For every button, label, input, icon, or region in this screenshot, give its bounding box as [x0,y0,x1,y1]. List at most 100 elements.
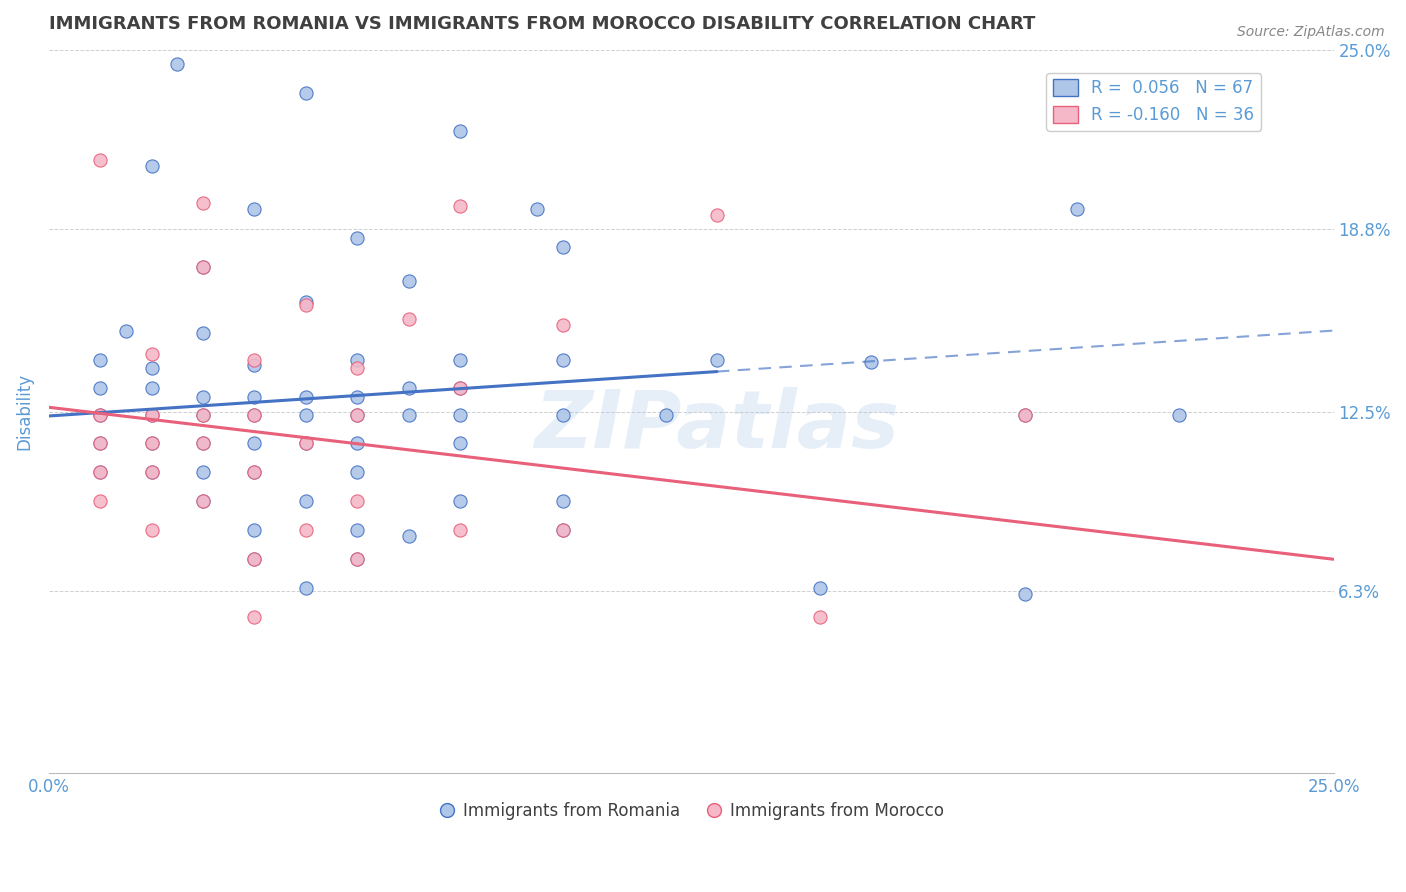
Point [89,352,111,367]
Point [398,382,420,396]
Point [346,352,368,367]
Point [295,294,318,309]
Point [243,202,266,216]
Point [191,196,214,211]
Point [346,552,368,566]
Point [89,466,111,480]
Point [1014,587,1036,601]
Point [346,390,368,404]
Point [89,382,111,396]
Point [551,524,574,538]
Point [141,382,163,396]
Point [89,153,111,167]
Point [346,436,368,450]
Point [243,352,266,367]
Point [551,524,574,538]
Text: ZIPatlas: ZIPatlas [534,387,900,465]
Point [166,57,188,71]
Point [191,408,214,422]
Point [706,208,728,222]
Point [89,436,111,450]
Point [295,390,318,404]
Point [89,466,111,480]
Point [449,199,471,213]
Point [141,524,163,538]
Point [295,524,318,538]
Point [346,494,368,508]
Point [551,408,574,422]
Point [1066,202,1088,216]
Text: Source: ZipAtlas.com: Source: ZipAtlas.com [1237,25,1385,39]
Point [346,466,368,480]
Point [295,436,318,450]
Point [191,390,214,404]
Point [449,124,471,138]
Point [398,312,420,326]
Point [295,87,318,101]
Point [449,382,471,396]
Point [706,352,728,367]
Point [808,610,831,624]
Point [191,494,214,508]
Point [1168,408,1191,422]
Point [141,466,163,480]
Point [346,552,368,566]
Point [141,408,163,422]
Point [243,524,266,538]
Point [191,260,214,274]
Point [141,466,163,480]
Point [243,436,266,450]
Point [449,352,471,367]
Point [346,408,368,422]
Point [295,494,318,508]
Legend: Immigrants from Romania, Immigrants from Morocco: Immigrants from Romania, Immigrants from… [432,796,950,827]
Point [398,408,420,422]
Point [191,436,214,450]
Point [141,347,163,361]
Point [191,494,214,508]
Point [141,436,163,450]
Point [141,408,163,422]
Point [243,466,266,480]
Point [346,524,368,538]
Point [295,297,318,311]
Point [243,552,266,566]
Point [191,466,214,480]
Point [191,326,214,341]
Point [243,408,266,422]
Point [115,324,138,338]
Point [89,408,111,422]
Y-axis label: Disability: Disability [15,373,32,450]
Point [243,552,266,566]
Point [449,436,471,450]
Point [243,408,266,422]
Point [449,494,471,508]
Point [243,466,266,480]
Point [808,581,831,595]
Point [449,524,471,538]
Point [89,436,111,450]
Point [551,240,574,254]
Point [141,159,163,173]
Point [551,494,574,508]
Point [295,581,318,595]
Point [346,408,368,422]
Point [89,494,111,508]
Point [243,359,266,373]
Point [449,382,471,396]
Point [654,408,676,422]
Text: IMMIGRANTS FROM ROMANIA VS IMMIGRANTS FROM MOROCCO DISABILITY CORRELATION CHART: IMMIGRANTS FROM ROMANIA VS IMMIGRANTS FR… [49,15,1035,33]
Point [449,408,471,422]
Point [346,361,368,376]
Point [398,274,420,288]
Point [526,202,548,216]
Point [191,436,214,450]
Point [295,408,318,422]
Point [191,260,214,274]
Point [551,318,574,332]
Point [141,436,163,450]
Point [398,529,420,543]
Point [1014,408,1036,422]
Point [89,408,111,422]
Point [860,355,883,369]
